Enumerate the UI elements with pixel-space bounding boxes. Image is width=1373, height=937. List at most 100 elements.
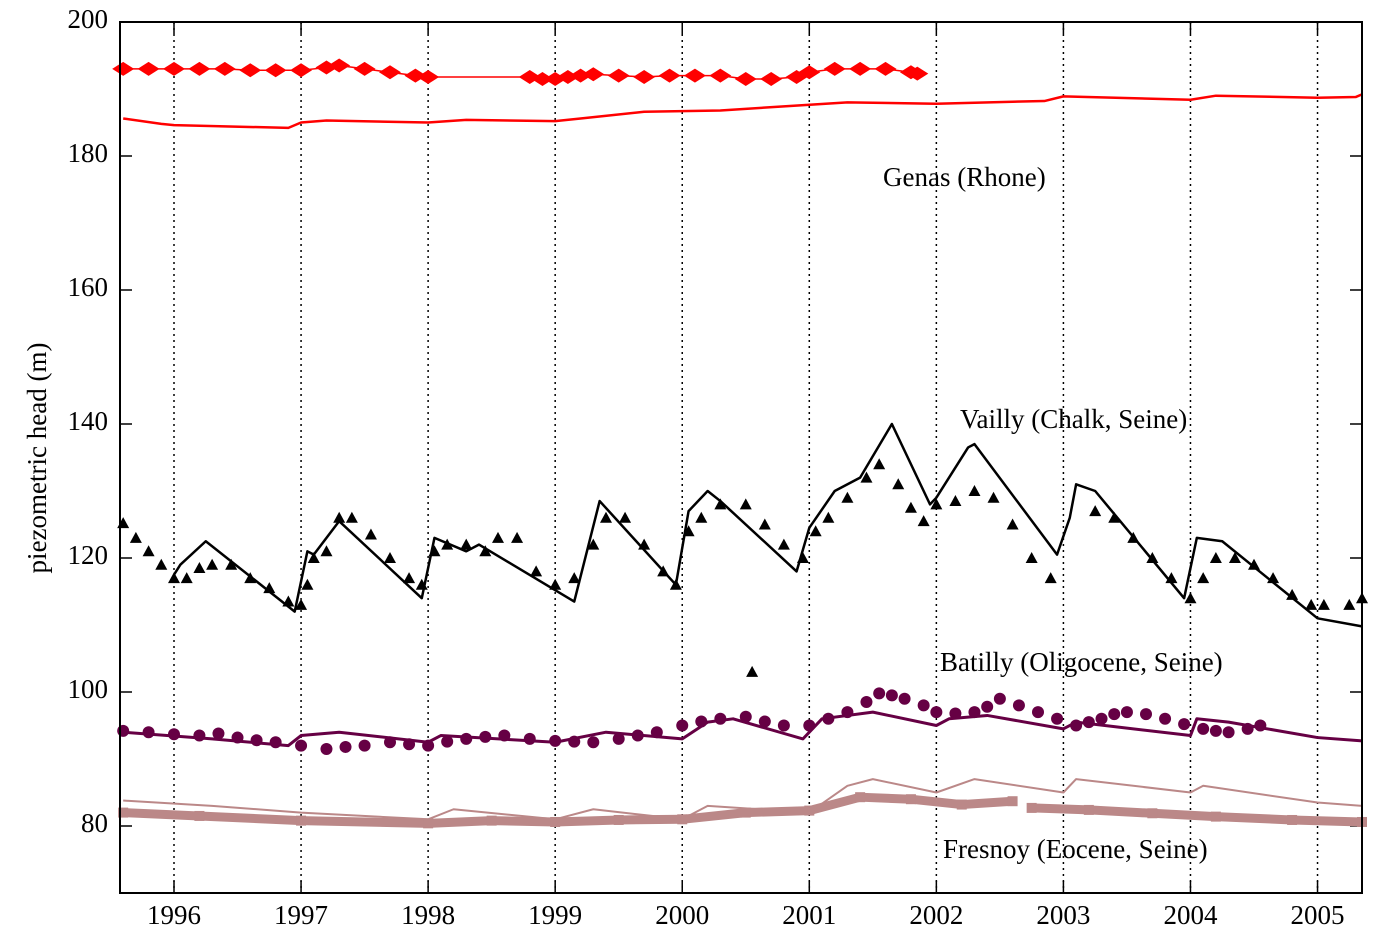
data-point — [714, 498, 727, 510]
y-tick-label: 100 — [68, 674, 109, 704]
data-point — [353, 61, 376, 76]
data-point — [956, 799, 967, 810]
y-tick-label: 120 — [68, 540, 109, 570]
data-point — [734, 71, 757, 86]
data-point — [112, 61, 135, 76]
data-point — [860, 696, 873, 709]
data-point — [1095, 712, 1108, 725]
data-point — [511, 531, 524, 543]
data-point — [892, 478, 905, 490]
data-point — [1108, 511, 1121, 523]
annotation: Genas (Rhone) — [883, 162, 1046, 192]
y-tick-label: 180 — [68, 138, 109, 168]
data-point — [1006, 518, 1019, 530]
data-point — [917, 515, 930, 527]
data-point — [239, 63, 262, 78]
x-tick-label: 2004 — [1163, 900, 1218, 930]
data-point — [225, 558, 238, 570]
data-point — [612, 732, 625, 745]
data-point — [194, 810, 205, 821]
data-point — [683, 68, 706, 83]
y-tick-label: 200 — [68, 4, 109, 34]
data-point — [1209, 724, 1222, 737]
data-point — [460, 538, 473, 550]
data-point — [822, 511, 835, 523]
data-point — [137, 61, 160, 76]
data-point — [619, 511, 632, 523]
data-point — [873, 458, 886, 470]
data-point — [1032, 706, 1044, 719]
data-point — [1044, 572, 1057, 584]
data-point — [860, 471, 873, 483]
series-line — [172, 422, 1363, 628]
data-point — [898, 692, 911, 705]
data-point — [760, 71, 783, 86]
data-point — [607, 68, 630, 83]
annotation: Vailly (Chalk, Seine) — [960, 404, 1187, 434]
data-point — [282, 595, 295, 607]
data-point — [1159, 712, 1172, 725]
data-point — [142, 545, 155, 557]
data-point — [206, 558, 219, 570]
data-point — [155, 558, 168, 570]
data-point — [1012, 699, 1025, 712]
y-axis-label: piezometric head (m) — [22, 343, 52, 574]
data-point — [1140, 708, 1152, 721]
data-point — [587, 736, 600, 749]
data-point — [613, 814, 624, 825]
data-point — [1025, 552, 1038, 563]
data-point — [804, 805, 815, 816]
data-point — [1343, 598, 1356, 610]
x-tick-label: 1996 — [147, 900, 201, 930]
data-point — [328, 58, 351, 73]
data-point — [758, 518, 771, 530]
x-tick-label: 1997 — [274, 900, 328, 930]
data-point — [1184, 592, 1197, 604]
x-tick-label: 2001 — [782, 900, 836, 930]
data-point — [930, 706, 943, 719]
data-point — [949, 495, 962, 507]
data-point — [993, 692, 1006, 705]
annotation: Batilly (Oligocene, Seine) — [940, 647, 1223, 677]
data-point — [1147, 808, 1158, 819]
data-point — [949, 707, 962, 720]
data-point — [188, 61, 211, 76]
series-line — [122, 792, 1363, 828]
data-point — [1197, 572, 1210, 584]
data-point — [809, 525, 822, 537]
data-point — [905, 794, 916, 805]
data-point — [264, 63, 287, 78]
y-tick-label: 80 — [81, 808, 108, 838]
data-point — [295, 598, 308, 610]
data-point — [290, 63, 313, 78]
data-point — [841, 491, 854, 503]
data-point — [904, 501, 917, 513]
data-point — [695, 511, 708, 523]
data-point — [441, 735, 454, 748]
x-tick-label: 2002 — [909, 900, 963, 930]
x-tick-label: 1998 — [401, 900, 455, 930]
data-point — [885, 689, 898, 702]
series-line — [123, 93, 1363, 130]
data-point — [379, 65, 401, 80]
data-point — [930, 498, 943, 510]
x-tick-label: 2003 — [1036, 900, 1090, 930]
data-point — [531, 71, 554, 86]
data-point — [1305, 598, 1318, 610]
data-point — [384, 552, 396, 563]
data-point — [987, 491, 1000, 503]
data-point — [823, 61, 846, 76]
data-point — [364, 528, 377, 540]
data-point — [163, 61, 185, 76]
data-point — [968, 485, 981, 496]
data-point — [582, 67, 605, 82]
data-point — [550, 816, 561, 827]
data-point — [600, 511, 612, 523]
data-point — [1222, 726, 1235, 739]
data-point — [1197, 722, 1210, 735]
data-point — [777, 719, 790, 732]
data-point — [417, 69, 440, 84]
data-point — [849, 61, 872, 76]
data-point — [1026, 802, 1037, 813]
